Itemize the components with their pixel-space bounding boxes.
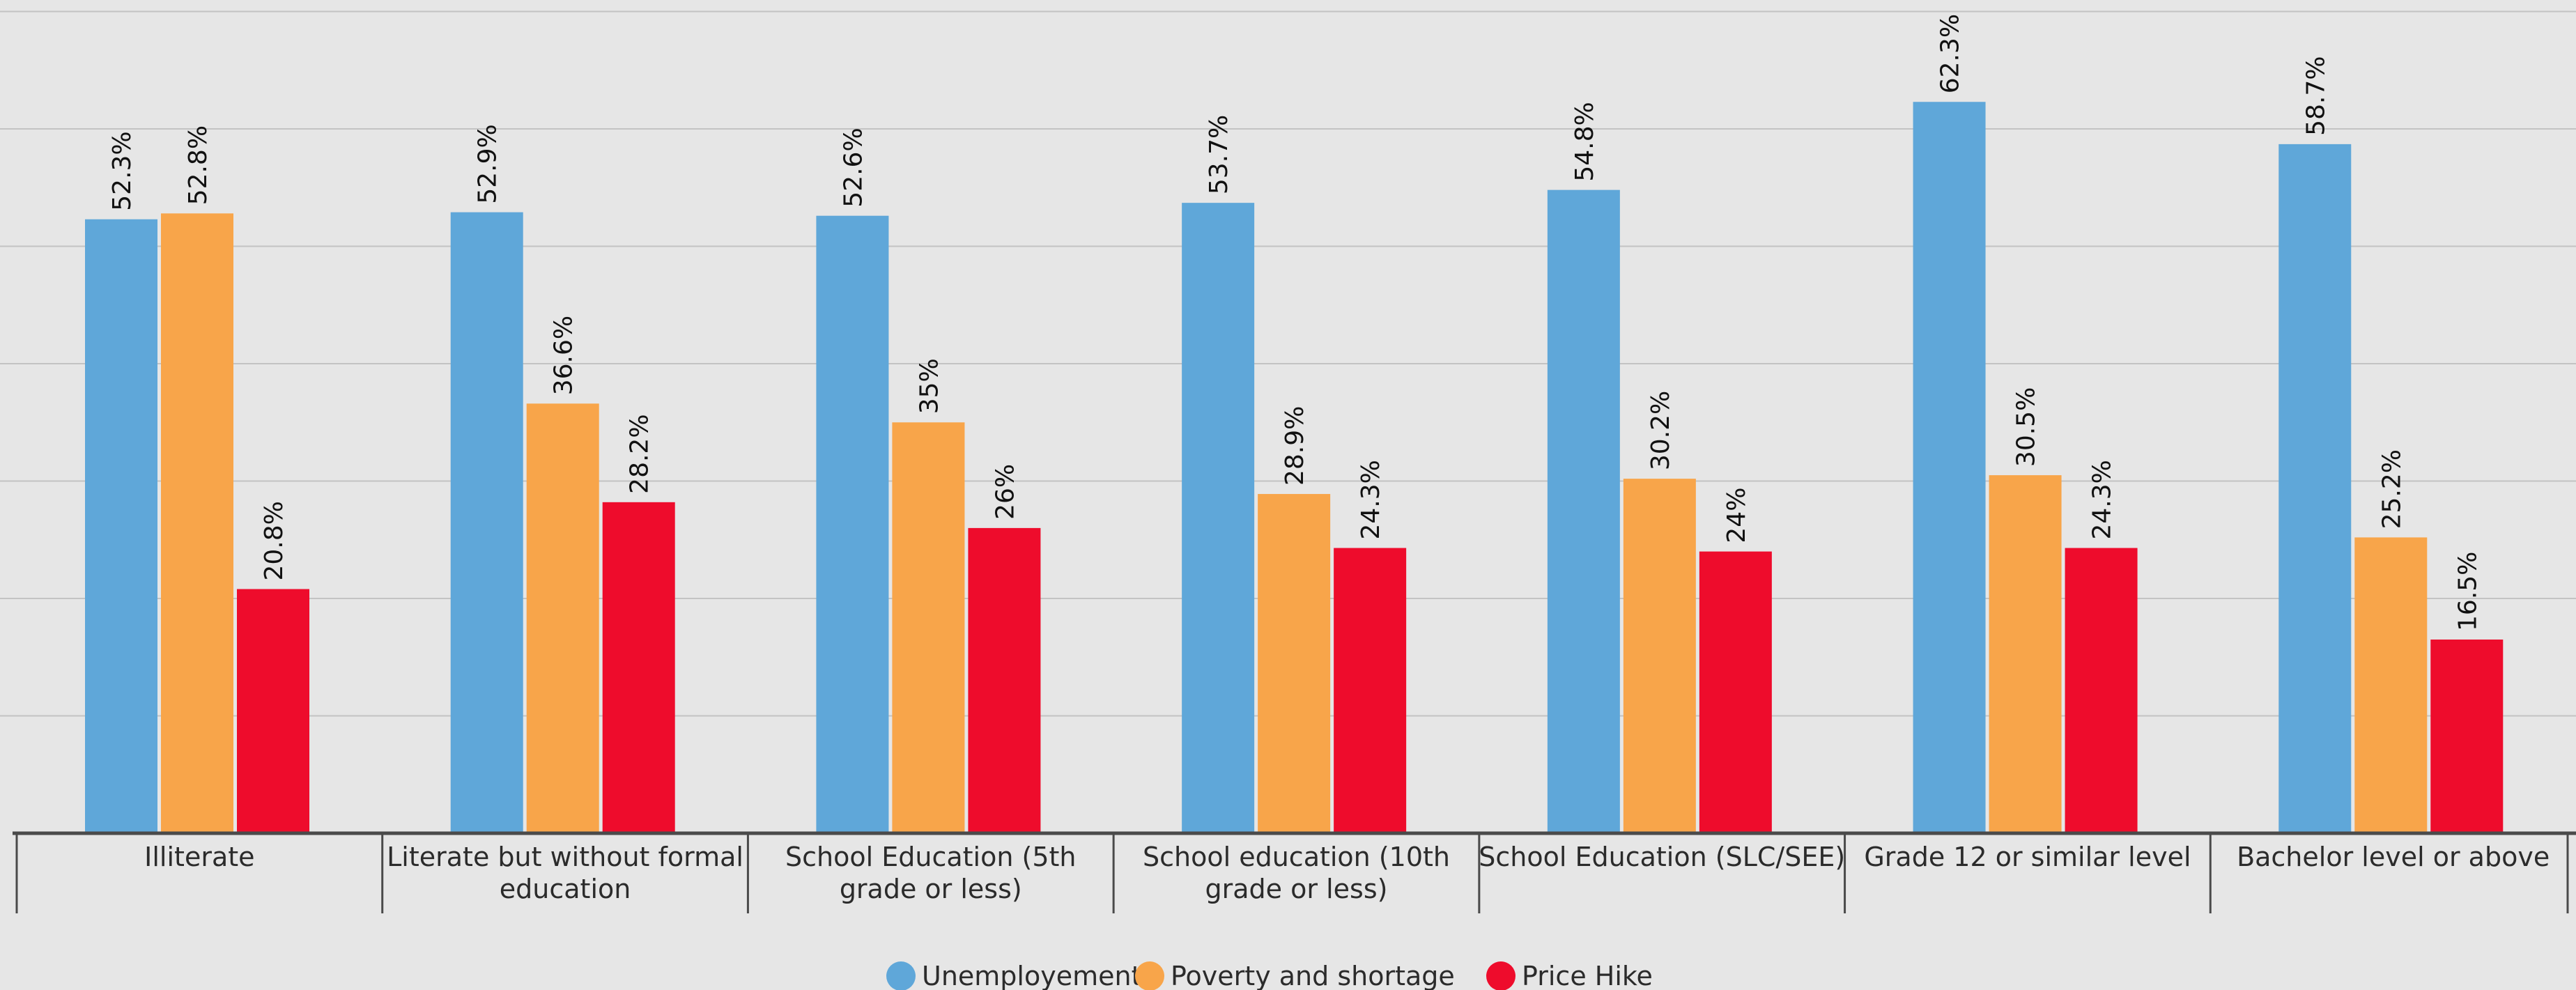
legend-label: Poverty and shortage xyxy=(1171,961,1455,990)
data-labels: 52.3% 52.8% 20.8% 52.9% 36.6% 28.2% 52.6% 35% 26… xyxy=(108,14,2482,631)
bar xyxy=(1547,190,1620,833)
data-label: 24.3% xyxy=(2088,460,2117,539)
data-label: 62.3% xyxy=(1936,14,1965,93)
gridlines xyxy=(0,10,2576,717)
data-label: 25.2% xyxy=(2377,449,2406,529)
x-tick-label: Bachelor level or above xyxy=(2237,842,2550,872)
bar xyxy=(2065,548,2138,833)
bar xyxy=(161,213,233,833)
legend-label: Unemployement xyxy=(922,961,1141,990)
x-tick-label: education xyxy=(500,874,631,904)
bar xyxy=(1258,494,1331,833)
data-label: 36.6% xyxy=(550,316,578,395)
data-label: 58.7% xyxy=(2301,56,2330,136)
bar xyxy=(85,219,157,833)
x-tick-label: Illiterate xyxy=(144,842,254,872)
bar xyxy=(1623,479,1696,833)
data-label: 53.7% xyxy=(1205,115,1233,194)
bar xyxy=(2430,639,2504,833)
legend-label: Price Hike xyxy=(1522,961,1653,990)
bars xyxy=(85,102,2504,833)
bar xyxy=(1182,203,1255,833)
legend: Unemployement Poverty and shortage Price H… xyxy=(886,961,1653,990)
data-label: 52.8% xyxy=(184,125,213,205)
data-label: 54.8% xyxy=(1571,102,1599,181)
bar xyxy=(526,403,599,833)
x-tick-label: Grade 12 or similar level xyxy=(1864,842,2191,872)
bar xyxy=(602,502,675,833)
bar xyxy=(2354,537,2428,833)
x-tick-label: Literate but without formal xyxy=(387,842,743,872)
legend-marker xyxy=(1486,961,1515,990)
bar xyxy=(892,422,965,833)
data-label: 52.3% xyxy=(108,131,137,210)
data-label: 24.3% xyxy=(1357,460,1385,539)
data-label: 52.6% xyxy=(839,127,867,207)
x-tick-label: grade or less) xyxy=(1205,874,1388,904)
bar xyxy=(1699,551,1772,833)
bar xyxy=(450,212,523,833)
bar xyxy=(237,589,309,833)
x-tick-label: grade or less) xyxy=(840,874,1022,904)
bar xyxy=(2278,144,2352,833)
x-axis: Illiterate Literate but without formaledu… xyxy=(13,831,2576,913)
x-tick-label: School education (10th xyxy=(1143,842,1450,872)
data-label: 28.2% xyxy=(626,414,654,493)
data-label: 52.9% xyxy=(474,124,502,203)
data-label: 24% xyxy=(1722,488,1751,543)
bar xyxy=(968,527,1041,833)
data-label: 30.2% xyxy=(1646,391,1675,470)
legend-marker xyxy=(886,961,916,990)
data-label: 26% xyxy=(991,464,1019,520)
data-label: 30.5% xyxy=(2012,387,2041,467)
x-tick-label: School Education (5th xyxy=(785,842,1076,872)
bar xyxy=(1913,102,1986,833)
legend-marker xyxy=(1135,961,1164,990)
x-tick-label: School Education (SLC/SEE) xyxy=(1479,842,1845,872)
bar xyxy=(1334,548,1407,833)
data-label: 35% xyxy=(915,358,943,414)
data-label: 28.9% xyxy=(1281,406,1309,486)
data-label: 20.8% xyxy=(260,501,288,580)
bar xyxy=(816,215,889,833)
bar xyxy=(1989,475,2062,833)
data-label: 16.5% xyxy=(2453,552,2482,631)
